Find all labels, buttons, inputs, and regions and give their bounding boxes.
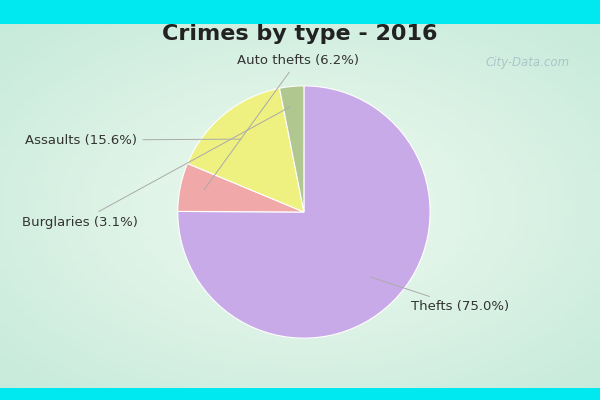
Wedge shape <box>178 86 430 338</box>
Text: City-Data.com: City-Data.com <box>486 56 570 69</box>
Text: Assaults (15.6%): Assaults (15.6%) <box>25 134 241 146</box>
Wedge shape <box>280 86 304 212</box>
Wedge shape <box>178 164 304 212</box>
Text: Burglaries (3.1%): Burglaries (3.1%) <box>22 107 290 228</box>
Text: Thefts (75.0%): Thefts (75.0%) <box>371 277 509 313</box>
Wedge shape <box>187 88 304 212</box>
Text: Crimes by type - 2016: Crimes by type - 2016 <box>162 24 438 44</box>
Text: Auto thefts (6.2%): Auto thefts (6.2%) <box>204 54 359 190</box>
